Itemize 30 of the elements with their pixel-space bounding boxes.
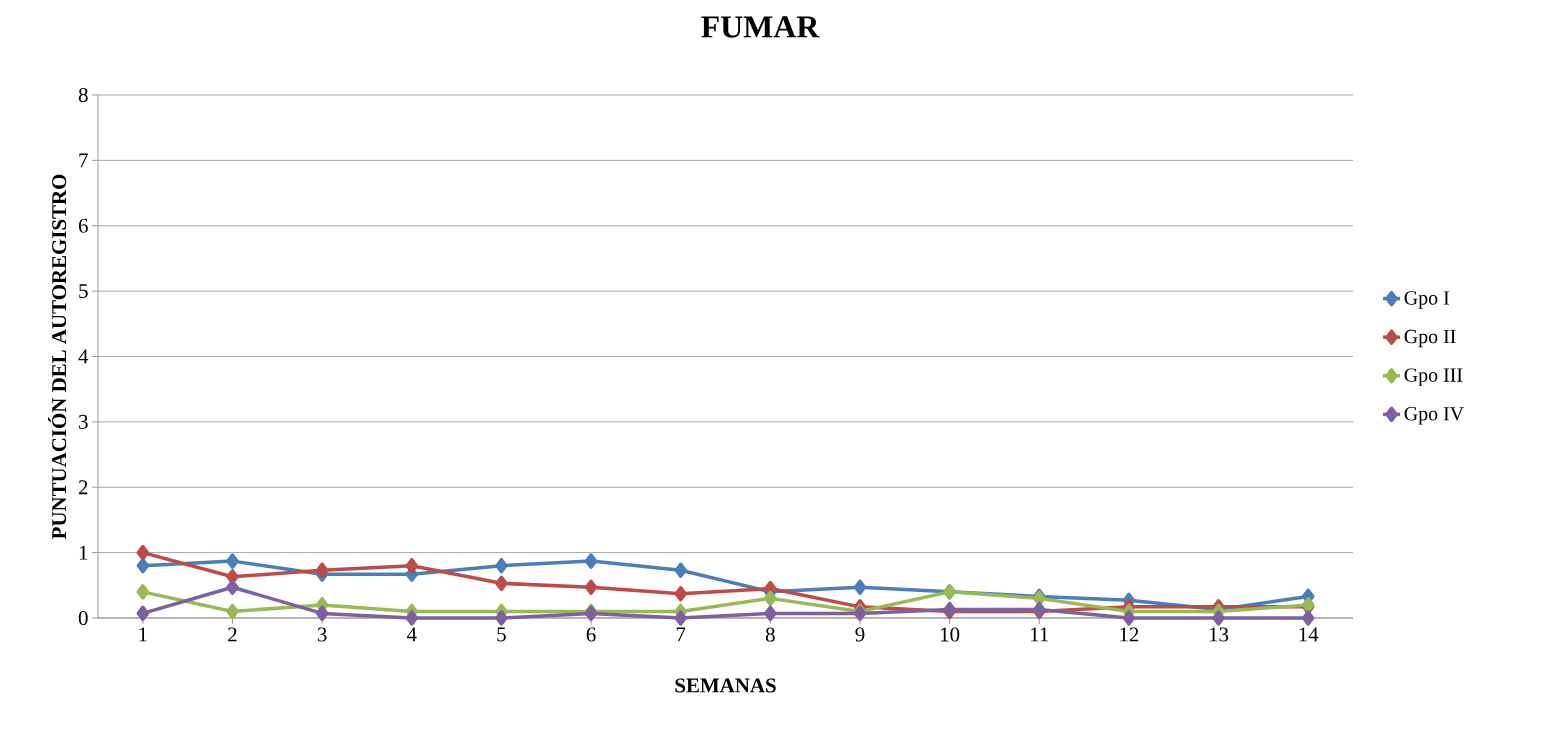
legend-label: Gpo I — [1404, 291, 1450, 309]
x-tick-label: 3 — [317, 627, 327, 642]
y-tick-label: 8 — [78, 87, 88, 103]
y-axis-title: PUNTUACIÓN DEL AUTOREGISTRO — [48, 174, 67, 540]
x-tick-label: 10 — [941, 627, 960, 642]
x-tick-label: 9 — [855, 627, 865, 642]
y-tick-label: 4 — [78, 349, 89, 364]
x-tick-label: 5 — [497, 627, 506, 642]
y-tick-label: 7 — [79, 153, 88, 168]
y-tick-label: 5 — [79, 284, 88, 299]
y-tick-label: 6 — [78, 218, 88, 233]
x-tick-label: 13 — [1209, 627, 1229, 642]
x-axis-title: SEMANAS — [675, 678, 776, 693]
legend-label: Gpo IV — [1404, 407, 1464, 425]
x-tick-label: 7 — [676, 627, 686, 642]
y-tick-label: 2 — [78, 480, 88, 495]
x-tick-label: 2 — [228, 627, 237, 642]
x-tick-label: 12 — [1120, 627, 1139, 642]
x-tick-label: 4 — [406, 627, 417, 642]
legend-label: Gpo III — [1404, 368, 1463, 386]
y-tick-label: 3 — [79, 414, 88, 429]
y-tick-label: 1 — [79, 545, 88, 560]
y-tick-label: 0 — [78, 610, 88, 626]
chart-title: FUMAR — [701, 16, 820, 38]
x-tick-label: 1 — [139, 627, 147, 642]
x-tick-label: 6 — [586, 627, 596, 642]
x-tick-label: 14 — [1299, 627, 1319, 642]
x-tick-label: 11 — [1031, 627, 1049, 642]
x-tick-label: 8 — [765, 627, 775, 642]
legend-label: Gpo II — [1404, 329, 1456, 348]
